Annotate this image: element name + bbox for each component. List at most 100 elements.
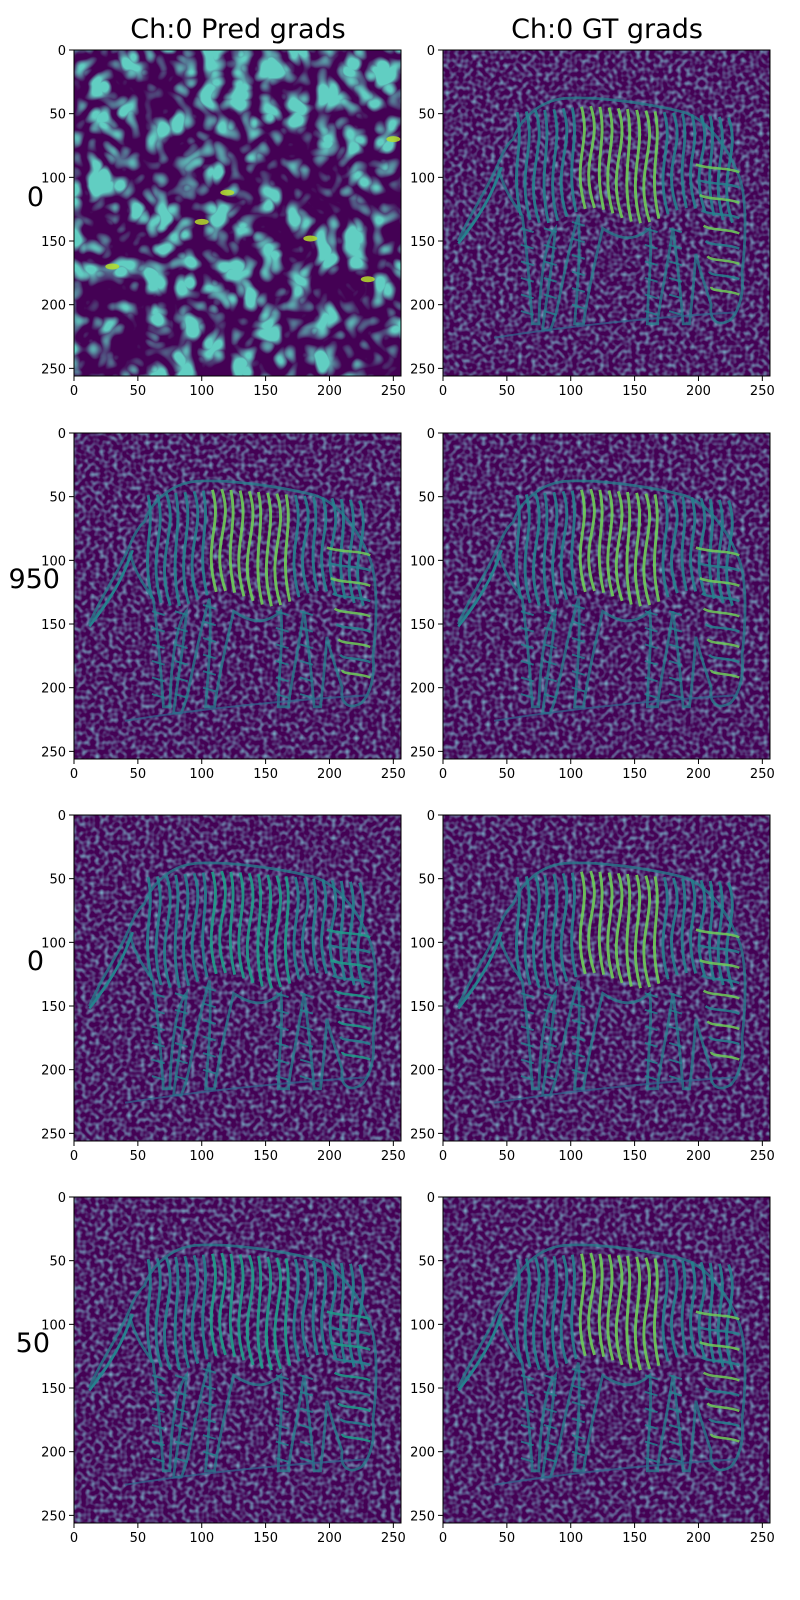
zebra-stripe <box>154 494 163 604</box>
zebra-stripe <box>320 879 329 974</box>
zebra-stripe <box>614 107 624 219</box>
zebra-stripe <box>559 490 569 601</box>
zebra-stripe <box>163 1257 172 1371</box>
zebra-leg-stripe <box>543 1423 557 1430</box>
zebra-leg-stripe <box>668 1440 683 1447</box>
zebra-stripe <box>182 1255 191 1369</box>
panel-r1-c1: 0 50 100 150 200 250 0 50 100 150 200 250 <box>410 427 775 782</box>
x-tick-label: 200 <box>317 1149 342 1164</box>
zebra-leg-stripe <box>644 992 658 999</box>
zebra-stripe <box>661 494 670 598</box>
zebra-leg-stripe <box>520 1075 534 1081</box>
zebra-leg-stripe <box>543 1008 557 1015</box>
zebra-stripe <box>597 871 606 975</box>
zebra-stripe <box>725 882 734 989</box>
zebra-group <box>457 96 747 339</box>
zebra-leg-stripe <box>174 1390 188 1397</box>
zebra-neck-stripe <box>332 974 371 985</box>
zebra-leg-stripe <box>571 1417 586 1424</box>
zebra-neck-stripe <box>337 638 371 649</box>
zebra-leg-stripe <box>520 1058 534 1065</box>
zebra-leg-stripe <box>275 1041 289 1048</box>
zebra-stripe <box>542 492 550 607</box>
zebra-leg-stripe <box>202 1002 217 1009</box>
zebra-stripe <box>356 500 365 607</box>
zebra-leg-stripe <box>571 1367 586 1374</box>
zebra-stripe <box>680 878 688 974</box>
zebra-stripe <box>708 498 716 600</box>
zebra-neck-stripe <box>702 1371 740 1382</box>
zebra-tail <box>457 166 503 245</box>
zebra-stripe <box>311 496 319 592</box>
zebra-tail <box>457 549 503 628</box>
zebra-leg-stripe <box>571 985 586 992</box>
zebra-stripe <box>570 107 578 213</box>
zebra-leg-stripe <box>151 1058 165 1065</box>
zebra-leg-stripe <box>543 659 557 666</box>
zebra-neck-stripe <box>335 1386 371 1397</box>
zebra-stripe <box>642 1257 652 1370</box>
zebra-leg-stripe <box>275 676 289 683</box>
y-tick-label: 50 <box>418 873 435 888</box>
zebra-leg-stripe <box>151 610 165 617</box>
axes-frame <box>73 814 402 1142</box>
bright-blob <box>303 235 318 242</box>
zebra-stripe <box>614 1254 624 1366</box>
zebra-stripe <box>209 1253 218 1357</box>
zebra-stripe <box>542 874 550 989</box>
zebra-leg-stripe <box>275 1008 289 1015</box>
zebra-leg-stripe <box>571 620 586 627</box>
zebra-leg-stripe <box>668 992 683 999</box>
zebra-leg-stripe <box>668 276 683 283</box>
panel-image <box>443 433 770 759</box>
zebra-stripe <box>218 1252 227 1356</box>
panel-image <box>74 433 401 759</box>
x-tick-label: 0 <box>70 767 78 782</box>
zebra-stripe <box>209 489 218 593</box>
zebra-stripe <box>669 877 679 976</box>
y-tick-label: 100 <box>41 171 66 186</box>
zebra-leg-stripe <box>520 1025 534 1032</box>
zebra-neck-stripe <box>326 1310 371 1321</box>
zebra-stripe <box>515 1258 523 1363</box>
zebra-leg-stripe <box>299 1390 314 1397</box>
panel-r2-c1: 0 50 100 150 200 250 0 50 100 150 200 250 <box>410 809 775 1164</box>
zebra-leg-stripe <box>174 1374 188 1381</box>
zebra-stripe <box>551 1255 560 1369</box>
zebra-neck-stripe <box>709 1051 740 1061</box>
zebra-leg-stripe <box>520 276 534 283</box>
zebra-leg-stripe <box>520 1390 534 1397</box>
y-tick-label: 150 <box>41 1000 66 1015</box>
zebra-stripe <box>320 1261 329 1356</box>
zebra-leg-stripe <box>275 693 289 699</box>
y-tick-label: 100 <box>41 1318 66 1333</box>
x-tick-label: 250 <box>381 1149 406 1164</box>
zebra-leg-stripe <box>644 643 658 650</box>
zebra-leg-stripe <box>543 276 557 283</box>
axes-frame <box>442 49 771 377</box>
zebra-stripe <box>292 876 301 980</box>
zebra-neck-stripe <box>330 1340 371 1352</box>
zebra-stripe <box>356 882 365 989</box>
zebra-stripe <box>163 493 172 607</box>
zebra-stripe <box>578 106 587 210</box>
zebra-stripe <box>633 109 642 224</box>
zebra-outline <box>88 861 378 1097</box>
zebra-group <box>88 479 378 722</box>
zebra-stripe <box>245 872 255 984</box>
zebra-stripe <box>614 490 624 602</box>
zebra-stripe <box>597 1253 606 1357</box>
y-tick-label: 50 <box>49 491 66 506</box>
zebra-stripe <box>570 1254 578 1360</box>
zebra-neck-stripe <box>702 989 740 1000</box>
y-tick-label: 250 <box>41 1509 66 1524</box>
zebra-tail <box>88 931 134 1010</box>
zebra-stripe <box>209 871 218 975</box>
zebra-stripe <box>311 1260 319 1356</box>
zebra-stripe <box>642 875 652 988</box>
zebra-leg-stripe <box>520 1457 534 1463</box>
zebra-leg-stripe <box>299 1008 314 1015</box>
zebra-leg-stripe <box>151 643 165 650</box>
panel-image <box>443 815 770 1141</box>
zebra-leg-stripe <box>644 1457 658 1463</box>
